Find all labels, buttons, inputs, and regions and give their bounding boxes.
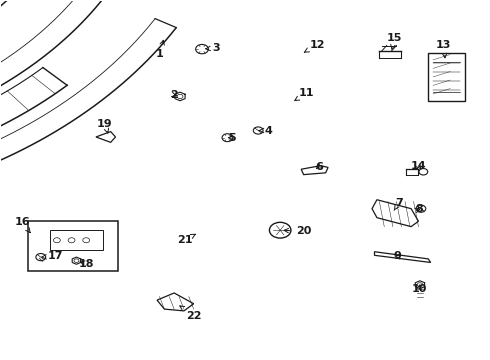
Text: 6: 6 bbox=[316, 162, 323, 172]
Text: 1: 1 bbox=[156, 40, 164, 59]
Text: 4: 4 bbox=[259, 126, 272, 135]
Text: 8: 8 bbox=[415, 204, 423, 215]
Text: 20: 20 bbox=[284, 226, 311, 236]
Text: 7: 7 bbox=[394, 198, 403, 210]
Bar bbox=[27, 221, 118, 271]
Text: 19: 19 bbox=[97, 119, 113, 133]
Text: 22: 22 bbox=[180, 306, 202, 320]
Bar bbox=[49, 230, 103, 250]
Text: 5: 5 bbox=[228, 133, 236, 143]
Text: 9: 9 bbox=[393, 251, 401, 261]
Text: 14: 14 bbox=[411, 161, 427, 171]
Text: 3: 3 bbox=[206, 43, 220, 53]
Text: 12: 12 bbox=[304, 40, 325, 52]
Text: 18: 18 bbox=[78, 258, 94, 269]
Text: 11: 11 bbox=[295, 88, 314, 100]
Text: 16: 16 bbox=[14, 217, 30, 233]
Bar bbox=[428, 53, 465, 101]
Text: 10: 10 bbox=[411, 284, 427, 294]
Text: 15: 15 bbox=[387, 33, 402, 49]
Text: 13: 13 bbox=[436, 40, 452, 58]
Text: 2: 2 bbox=[171, 90, 178, 100]
Text: 17: 17 bbox=[42, 251, 64, 261]
Text: 21: 21 bbox=[177, 234, 196, 245]
